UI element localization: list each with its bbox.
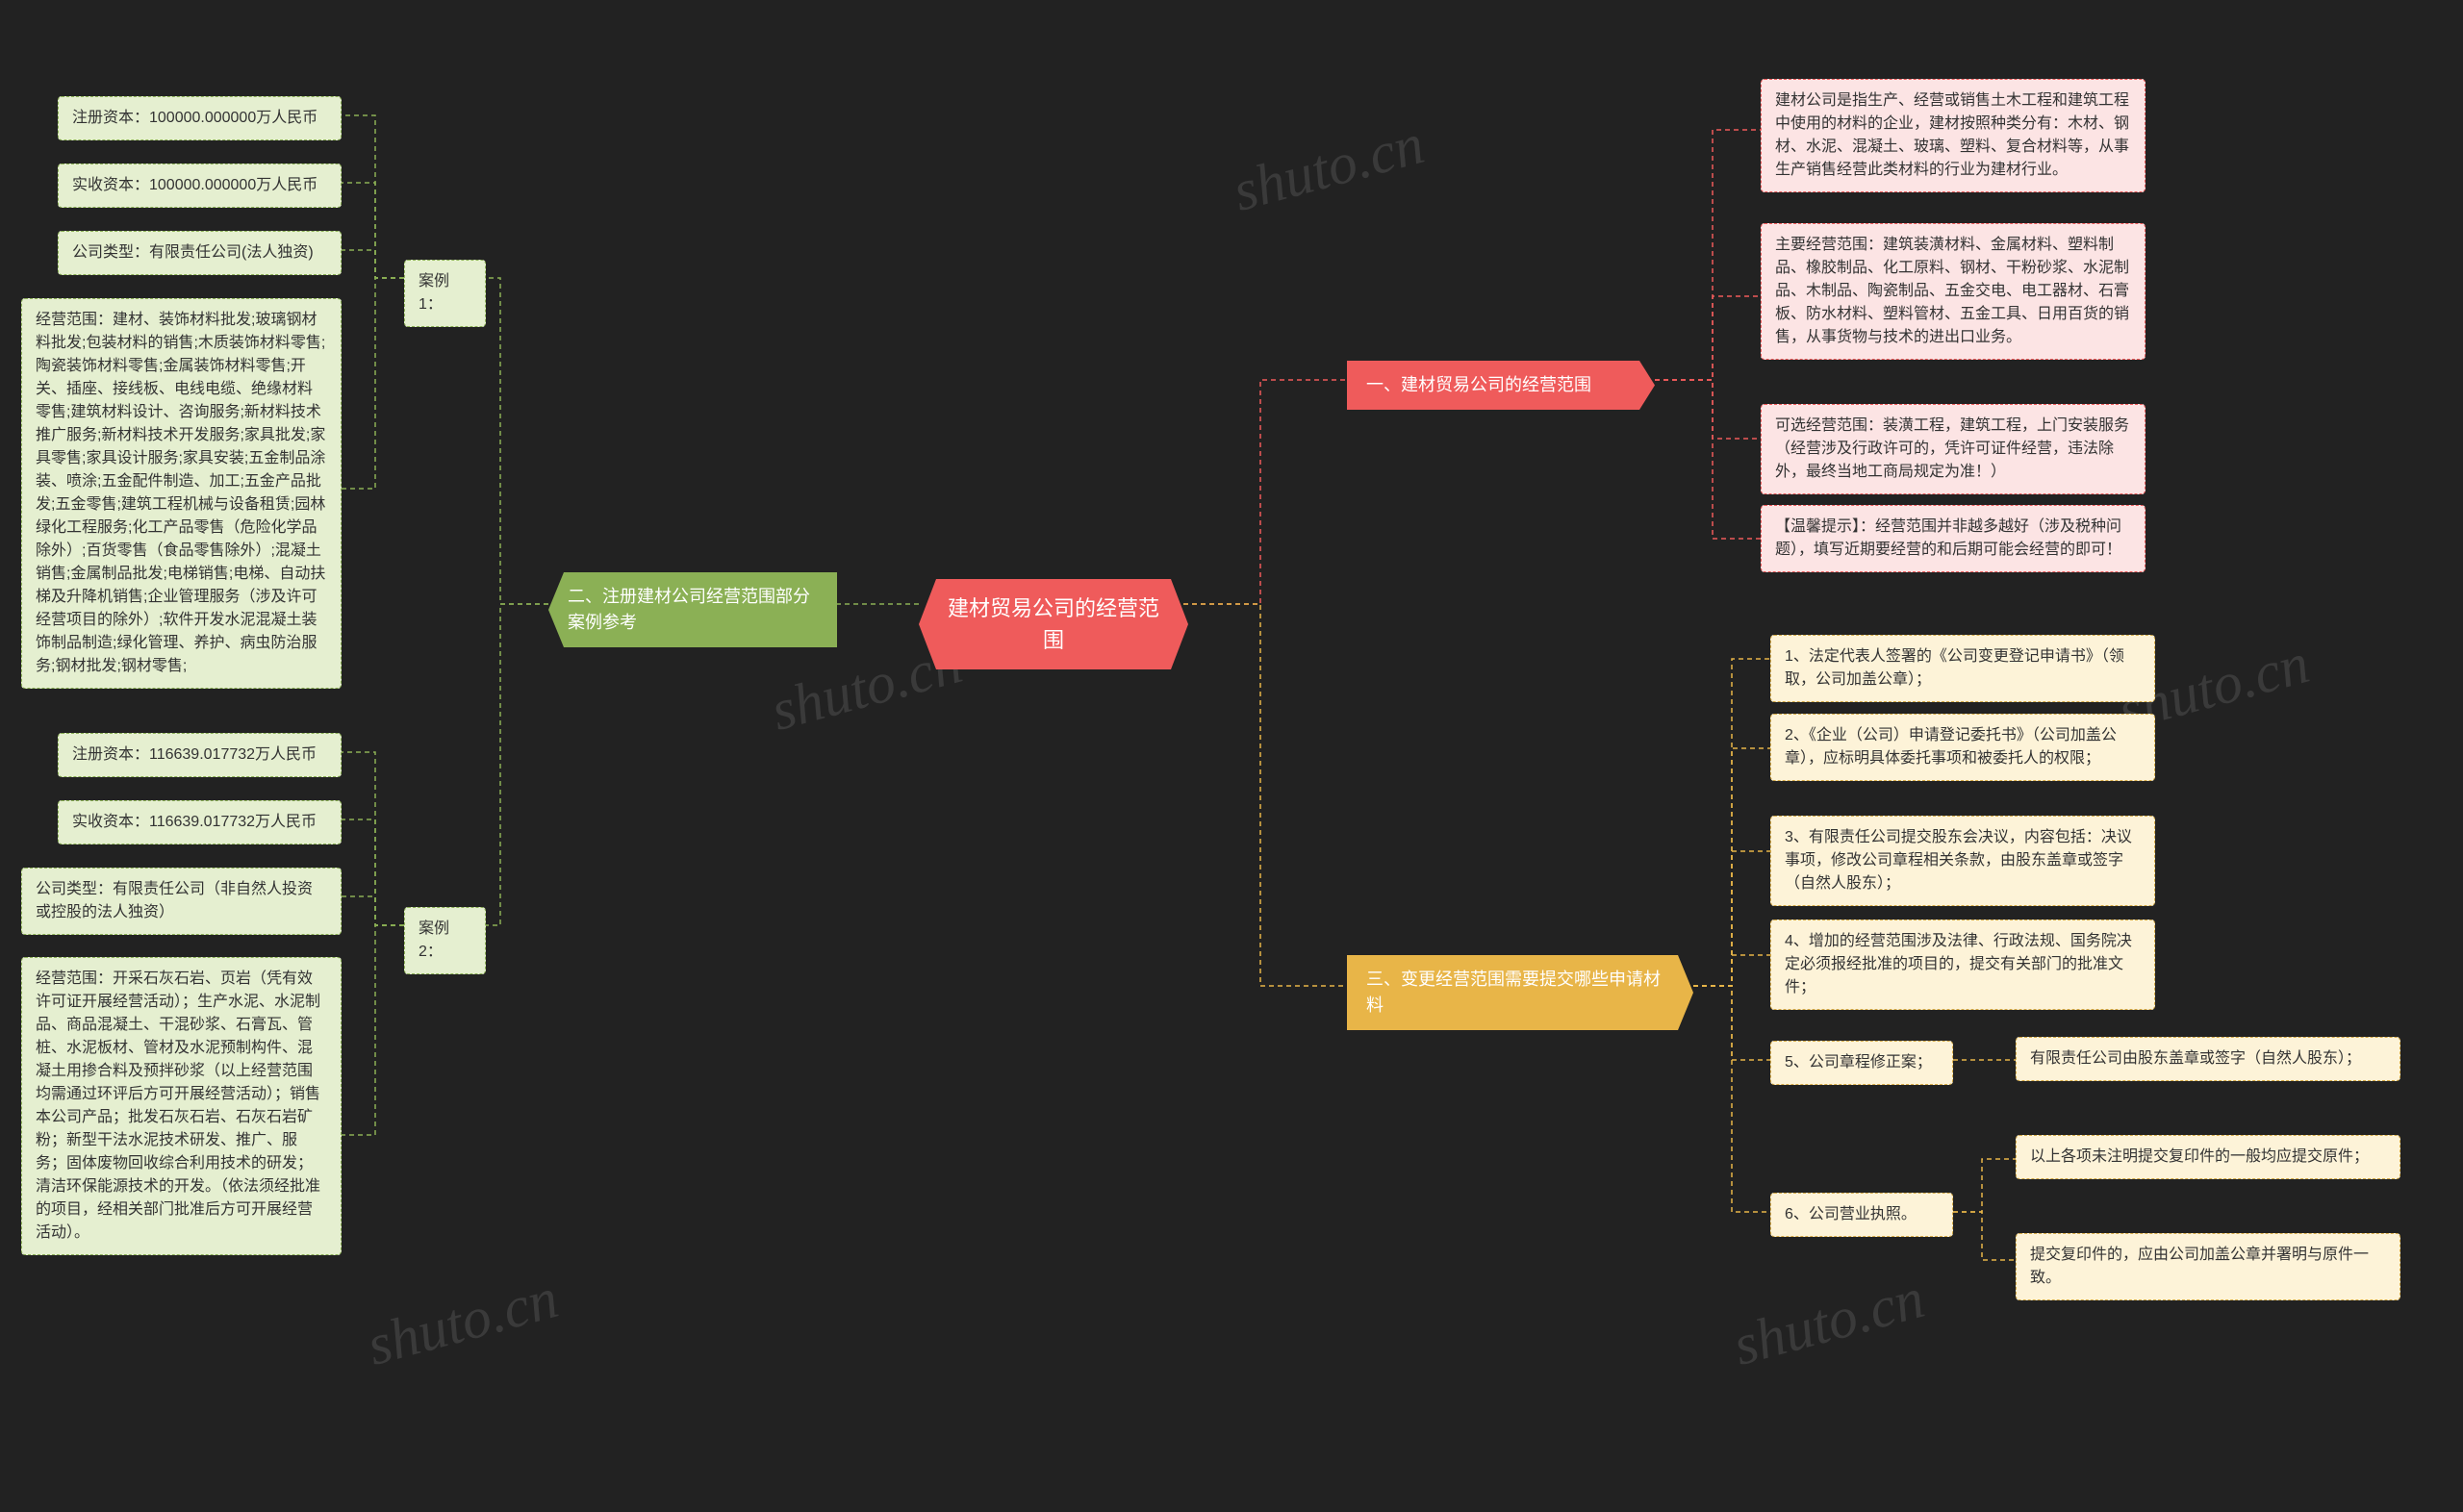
- section-3: 三、变更经营范围需要提交哪些申请材料: [1347, 955, 1693, 1030]
- watermark: shuto.cn: [1727, 1265, 1932, 1379]
- case2-item-4: 经营范围：开采石灰石岩、页岩（凭有效许可证开展经营活动）；生产水泥、水泥制品、商…: [21, 957, 342, 1255]
- s3-sub6b: 提交复印件的，应由公司加盖公章并署明与原件一致。: [2016, 1233, 2400, 1300]
- case1-item-3: 公司类型：有限责任公司(法人独资): [58, 231, 342, 275]
- case1-item-2: 实收资本：100000.000000万人民币: [58, 164, 342, 208]
- case2-item-1: 注册资本：116639.017732万人民币: [58, 733, 342, 777]
- s3-item-4: 4、增加的经营范围涉及法律、行政法规、国务院决定必须报经批准的项目的，提交有关部…: [1770, 920, 2155, 1010]
- case1-label: 案例1：: [404, 260, 486, 327]
- case1-item-1: 注册资本：100000.000000万人民币: [58, 96, 342, 140]
- s3-item-1: 1、法定代表人签署的《公司变更登记申请书》（领取，公司加盖公章）；: [1770, 635, 2155, 702]
- case1-item-4: 经营范围：建材、装饰材料批发;玻璃钢材料批发;包装材料的销售;木质装饰材料零售;…: [21, 298, 342, 689]
- s1-item-3: 可选经营范围：装潢工程，建筑工程，上门安装服务（经营涉及行政许可的，凭许可证件经…: [1761, 404, 2146, 494]
- case2-item-3: 公司类型：有限责任公司（非自然人投资或控股的法人独资）: [21, 868, 342, 935]
- s3-item-2: 2、《企业（公司）申请登记委托书》（公司加盖公章），应标明具体委托事项和被委托人…: [1770, 714, 2155, 781]
- s1-item-2: 主要经营范围：建筑装潢材料、金属材料、塑料制品、橡胶制品、化工原料、钢材、干粉砂…: [1761, 223, 2146, 360]
- s3-item-3: 3、有限责任公司提交股东会决议，内容包括：决议事项，修改公司章程相关条款，由股东…: [1770, 816, 2155, 906]
- root-node: 建材贸易公司的经营范围: [919, 579, 1188, 669]
- watermark: shuto.cn: [361, 1265, 566, 1379]
- s3-item-6: 6、公司营业执照。: [1770, 1193, 1953, 1237]
- s3-item-5: 5、公司章程修正案；: [1770, 1041, 1953, 1085]
- watermark: shuto.cn: [1227, 111, 1432, 225]
- section-2: 二、注册建材公司经营范围部分案例参考: [548, 572, 837, 647]
- section-1: 一、建材贸易公司的经营范围: [1347, 361, 1655, 410]
- s3-sub6a: 以上各项未注明提交复印件的一般均应提交原件；: [2016, 1135, 2400, 1179]
- s3-sub5: 有限责任公司由股东盖章或签字（自然人股东）；: [2016, 1037, 2400, 1081]
- s1-item-4: 【温馨提示】：经营范围并非越多越好（涉及税种问题），填写近期要经营的和后期可能会…: [1761, 505, 2146, 572]
- case2-label: 案例2：: [404, 907, 486, 974]
- case2-item-2: 实收资本：116639.017732万人民币: [58, 800, 342, 844]
- s1-item-1: 建材公司是指生产、经营或销售土木工程和建筑工程中使用的材料的企业，建材按照种类分…: [1761, 79, 2146, 192]
